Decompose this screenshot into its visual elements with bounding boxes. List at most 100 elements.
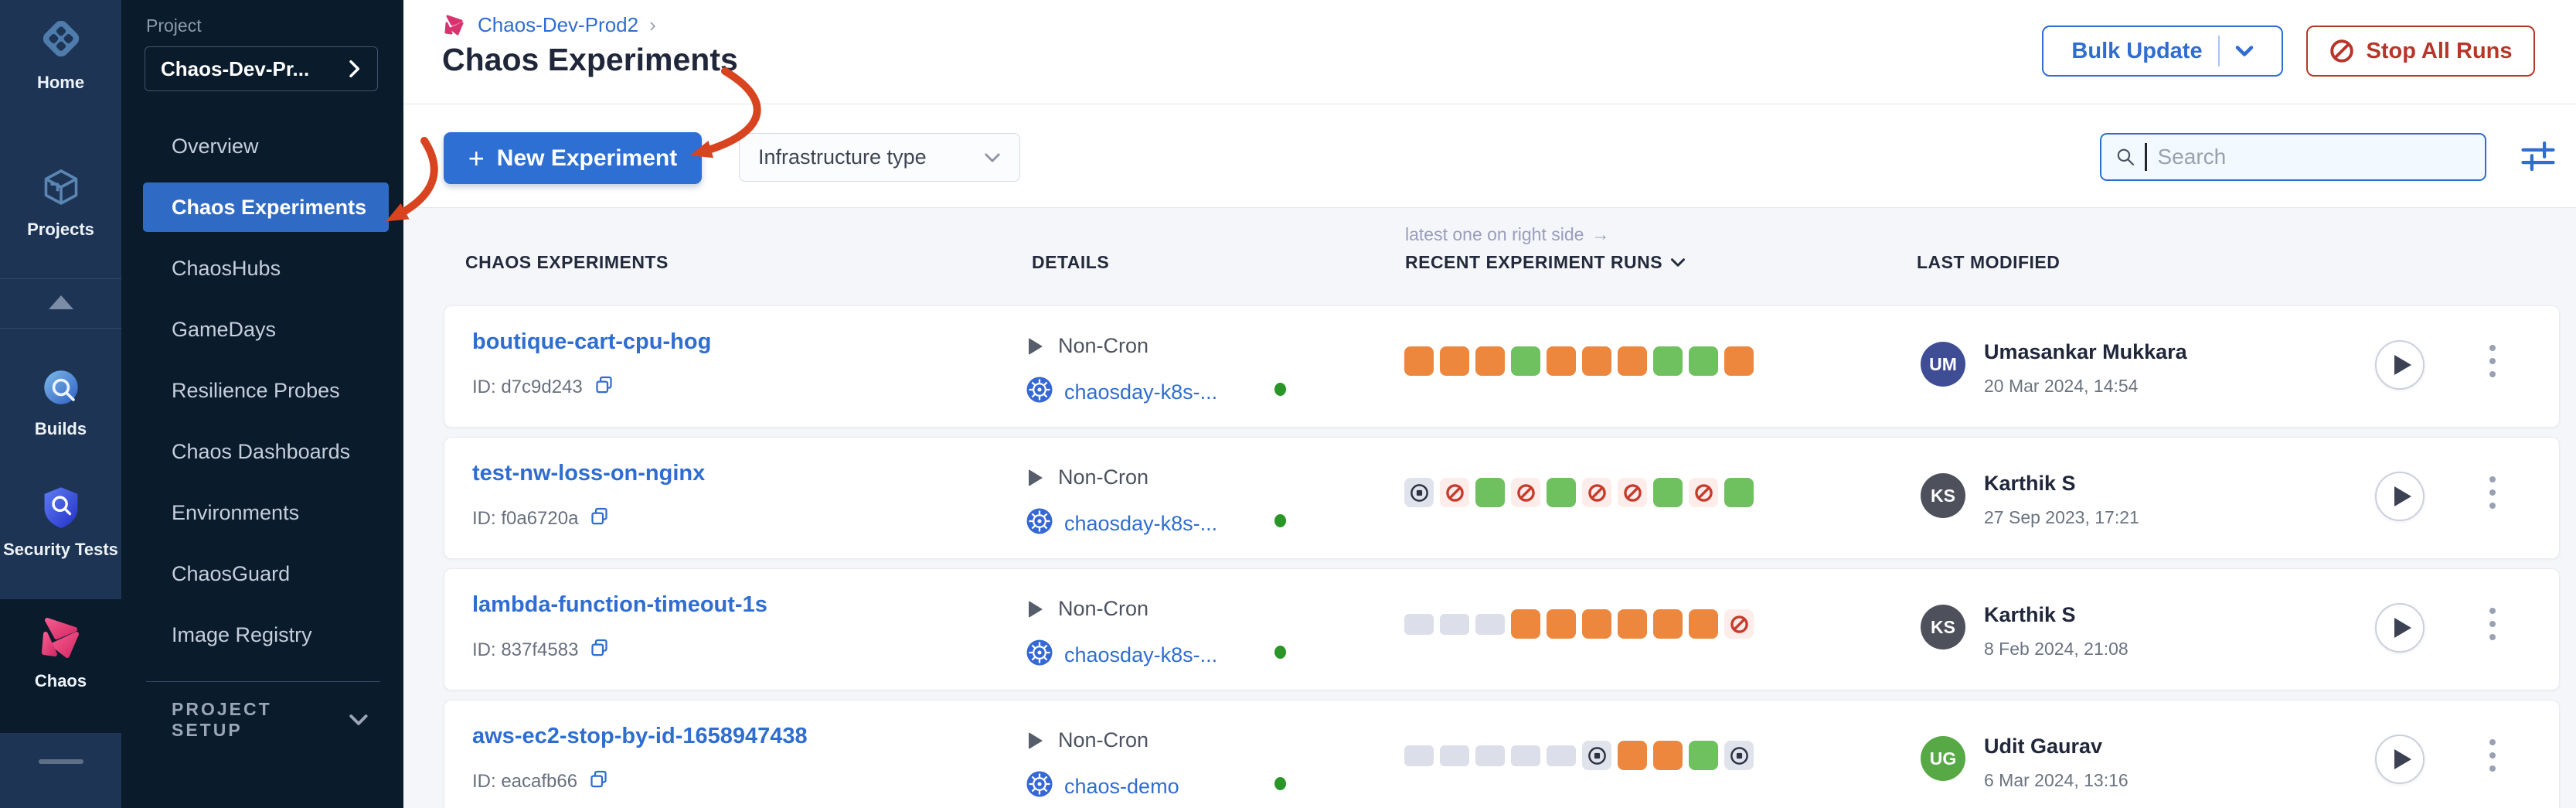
run-status-tile-stopped[interactable]	[1582, 741, 1611, 770]
run-experiment-button[interactable]	[2375, 603, 2425, 653]
search-input[interactable]	[2156, 144, 2471, 170]
button-separator	[2217, 36, 2220, 66]
run-status-tile-green[interactable]	[1547, 478, 1576, 507]
sort-chevron-down-icon[interactable]	[1670, 257, 1686, 268]
kebab-dot	[2489, 476, 2496, 482]
sidebar-item-chaos-experiments[interactable]: Chaos Experiments	[143, 182, 389, 232]
row-menu-button[interactable]	[2489, 345, 2496, 377]
sidebar-item-chaoshubs[interactable]: ChaosHubs	[121, 238, 403, 299]
run-experiment-button[interactable]	[2375, 340, 2425, 390]
run-status-tile-orange[interactable]	[1404, 346, 1434, 376]
play-triangle-icon	[1029, 600, 1043, 618]
run-status-tile-empty[interactable]	[1440, 745, 1469, 766]
chevron-down-icon[interactable]	[2235, 45, 2254, 57]
run-status-tile-orange[interactable]	[1618, 741, 1647, 770]
run-status-tile-green[interactable]	[1689, 346, 1718, 376]
rail-item-projects[interactable]: Projects	[0, 164, 121, 240]
column-header-details: DETAILS	[1032, 252, 1110, 272]
project-selector[interactable]: Chaos-Dev-Pr...	[145, 46, 378, 91]
run-status-tile-failed[interactable]	[1689, 478, 1718, 507]
breadcrumb-project-link[interactable]: Chaos-Dev-Prod2	[478, 12, 639, 36]
schedule-type-label: Non-Cron	[1058, 334, 1149, 357]
stop-all-runs-button[interactable]: Stop All Runs	[2306, 26, 2535, 77]
row-menu-button[interactable]	[2489, 608, 2496, 640]
experiment-id: ID: f0a6720a	[472, 506, 610, 532]
run-status-tile-failed[interactable]	[1440, 478, 1469, 507]
run-status-tile-orange[interactable]	[1582, 609, 1611, 639]
sidebar-item-resilience-probes[interactable]: Resilience Probes	[121, 360, 403, 421]
run-status-tile-orange[interactable]	[1582, 346, 1611, 376]
run-status-tile-green[interactable]	[1653, 346, 1683, 376]
infrastructure-type-select[interactable]: Infrastructure type	[739, 133, 1020, 182]
modified-by-name: Udit Gaurav	[1984, 735, 2103, 758]
row-menu-button[interactable]	[2489, 739, 2496, 772]
copy-id-button[interactable]	[588, 769, 609, 795]
run-status-tile-orange[interactable]	[1511, 609, 1540, 639]
rail-label: Home	[36, 73, 85, 92]
infrastructure-link[interactable]: chaosday-k8s-...	[1026, 376, 1217, 409]
collapse-rail-button[interactable]	[0, 295, 121, 309]
rail-item-builds[interactable]: Builds	[0, 365, 121, 439]
sidebar-item-chaosguard[interactable]: ChaosGuard	[121, 544, 403, 605]
run-status-tile-green[interactable]	[1475, 478, 1505, 507]
experiment-row: aws-ec2-stop-by-id-1658947438 ID: eacafb6…	[444, 700, 2560, 808]
run-status-tile-empty[interactable]	[1404, 613, 1434, 635]
no-entry-icon	[2330, 39, 2354, 63]
infrastructure-link[interactable]: chaosday-k8s-...	[1026, 639, 1217, 672]
run-status-tile-orange[interactable]	[1475, 346, 1505, 376]
row-menu-button[interactable]	[2489, 476, 2496, 509]
run-status-tile-failed[interactable]	[1724, 609, 1754, 639]
rail-item-home[interactable]: Home	[0, 14, 121, 93]
run-status-tile-orange[interactable]	[1618, 609, 1647, 639]
run-status-tile-orange[interactable]	[1724, 346, 1754, 376]
run-status-tile-orange[interactable]	[1547, 346, 1576, 376]
copy-id-button[interactable]	[594, 374, 614, 401]
run-status-tile-orange[interactable]	[1440, 346, 1469, 376]
run-status-tile-failed[interactable]	[1618, 478, 1647, 507]
run-experiment-button[interactable]	[2375, 472, 2425, 521]
run-status-tile-empty[interactable]	[1475, 613, 1505, 635]
experiment-row: test-nw-loss-on-nginx ID: f0a6720a Non-Cro…	[444, 437, 2560, 559]
rail-resize-handle[interactable]	[39, 759, 83, 764]
rail-item-security-tests[interactable]: Security Tests	[0, 484, 121, 560]
bulk-update-button[interactable]: Bulk Update	[2042, 26, 2283, 77]
infrastructure-link[interactable]: chaos-demo	[1026, 770, 1179, 803]
run-status-tile-empty[interactable]	[1404, 745, 1434, 766]
run-status-tile-green[interactable]	[1689, 741, 1718, 770]
experiment-name-link[interactable]: boutique-cart-cpu-hog	[472, 329, 712, 354]
run-status-tile-empty[interactable]	[1475, 745, 1505, 766]
run-status-tile-empty[interactable]	[1511, 745, 1540, 766]
copy-id-button[interactable]	[589, 506, 610, 532]
experiment-name-link[interactable]: lambda-function-timeout-1s	[472, 592, 767, 617]
copy-id-button[interactable]	[589, 637, 610, 663]
sidebar-item-gamedays[interactable]: GameDays	[121, 299, 403, 360]
arrow-right-icon: →	[1591, 224, 1610, 244]
sidebar-item-overview[interactable]: Overview	[121, 116, 403, 177]
run-status-tile-green[interactable]	[1653, 478, 1683, 507]
run-status-tile-failed[interactable]	[1582, 478, 1611, 507]
experiment-name-link[interactable]: test-nw-loss-on-nginx	[472, 461, 706, 486]
sidebar-item-environments[interactable]: Environments	[121, 482, 403, 544]
run-status-tile-green[interactable]	[1724, 478, 1754, 507]
project-setup-section[interactable]: PROJECT SETUP	[172, 699, 369, 740]
experiment-name-link[interactable]: aws-ec2-stop-by-id-1658947438	[472, 724, 808, 748]
run-status-tile-orange[interactable]	[1689, 609, 1718, 639]
sidebar-item-chaos-dashboards[interactable]: Chaos Dashboards	[121, 421, 403, 482]
run-status-tile-orange[interactable]	[1547, 609, 1576, 639]
run-status-tile-empty[interactable]	[1547, 745, 1576, 766]
run-experiment-button[interactable]	[2375, 735, 2425, 784]
run-status-tile-orange[interactable]	[1618, 346, 1647, 376]
run-status-tile-green[interactable]	[1511, 346, 1540, 376]
filter-button[interactable]	[2518, 136, 2558, 180]
run-status-tile-stopped[interactable]	[1404, 478, 1434, 507]
kebab-dot	[2489, 608, 2496, 614]
new-experiment-button[interactable]: + New Experiment	[444, 132, 702, 184]
run-status-tile-orange[interactable]	[1653, 609, 1683, 639]
rail-item-chaos[interactable]: Chaos	[0, 612, 121, 691]
run-status-tile-failed[interactable]	[1511, 478, 1540, 507]
sidebar-item-image-registry[interactable]: Image Registry	[121, 605, 403, 666]
infrastructure-link[interactable]: chaosday-k8s-...	[1026, 507, 1217, 540]
run-status-tile-stopped[interactable]	[1724, 741, 1754, 770]
run-status-tile-empty[interactable]	[1440, 613, 1469, 635]
run-status-tile-orange[interactable]	[1653, 741, 1683, 770]
